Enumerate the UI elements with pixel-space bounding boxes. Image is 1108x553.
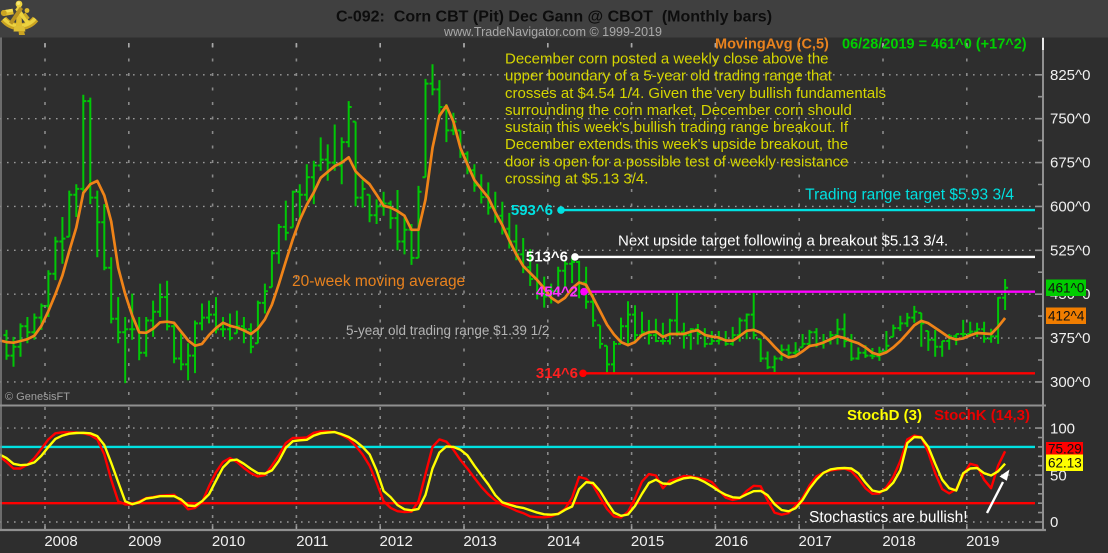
svg-text:Stochastics are bullish!: Stochastics are bullish! (809, 509, 968, 526)
svg-text:2012: 2012 (380, 533, 413, 550)
svg-text:62.13: 62.13 (1048, 456, 1082, 471)
svg-text:314^6: 314^6 (536, 365, 578, 382)
svg-text:crossing at $5.13 3/4.: crossing at $5.13 3/4. (505, 171, 648, 188)
svg-text:2016: 2016 (715, 533, 748, 550)
svg-text:2013: 2013 (463, 533, 496, 550)
svg-text:100: 100 (1050, 420, 1075, 437)
svg-text:C-092: Corn CBT (Pit) Dec Gan: C-092: Corn CBT (Pit) Dec Gann @ CBOT (M… (336, 9, 772, 26)
svg-text:513^6: 513^6 (526, 249, 568, 266)
svg-text:www.TradeNavigator.com © 1999-: www.TradeNavigator.com © 1999-2019 (443, 25, 662, 39)
svg-text:sustain this week's bullish tr: sustain this week's bullish trading rang… (505, 119, 849, 136)
svg-text:675^0: 675^0 (1050, 155, 1090, 172)
svg-text:375^0: 375^0 (1050, 330, 1090, 347)
svg-text:2017: 2017 (799, 533, 832, 550)
svg-text:825^0: 825^0 (1050, 67, 1090, 84)
svg-text:75.29: 75.29 (1048, 442, 1082, 457)
svg-text:2008: 2008 (44, 533, 77, 550)
svg-text:2014: 2014 (547, 533, 580, 550)
svg-text:2015: 2015 (631, 533, 664, 550)
svg-text:593^6: 593^6 (511, 202, 553, 219)
svg-text:20-week moving average: 20-week moving average (292, 273, 465, 290)
svg-text:crosses at $4.54 1/4. Given th: crosses at $4.54 1/4. Given the very bul… (505, 85, 886, 102)
svg-text:0: 0 (1050, 514, 1058, 531)
svg-text:06/28/2019 = 461^0 (+17^2): 06/28/2019 = 461^0 (+17^2) (842, 37, 1027, 53)
svg-text:Next upside target following a: Next upside target following a breakout … (618, 233, 948, 250)
svg-text:door is open for a possible te: door is open for a possible test of week… (505, 153, 849, 170)
svg-text:StochD (3): StochD (3) (847, 407, 922, 424)
svg-text:750^0: 750^0 (1050, 111, 1090, 128)
svg-text:50: 50 (1050, 467, 1067, 484)
svg-text:2011: 2011 (296, 533, 328, 550)
svg-text:2009: 2009 (128, 533, 161, 550)
svg-text:December corn posted a weekly: December corn posted a weekly close abov… (505, 51, 829, 68)
svg-text:StochK (14,3): StochK (14,3) (934, 407, 1030, 424)
svg-text:upper boundary of a 5-year old: upper boundary of a 5-year old trading r… (505, 68, 833, 85)
svg-text:525^0: 525^0 (1050, 242, 1090, 259)
svg-text:Trading range target $5.93 3/4: Trading range target $5.93 3/4 (805, 187, 1014, 204)
svg-text:© GenesisFT: © GenesisFT (5, 391, 70, 403)
svg-text:5-year old trading range $1.39: 5-year old trading range $1.39 1/2 (346, 323, 549, 338)
svg-text:December extends this week's u: December extends this week's upside brea… (505, 136, 848, 153)
svg-text:surrounding the corn market, D: surrounding the corn market, December co… (505, 102, 852, 119)
svg-text:MovingAvg (C,5): MovingAvg (C,5) (715, 37, 829, 53)
svg-text:2010: 2010 (212, 533, 245, 550)
svg-text:412^4: 412^4 (1048, 309, 1085, 324)
svg-text:461^0: 461^0 (1048, 281, 1084, 296)
svg-text:2019: 2019 (966, 533, 999, 550)
svg-text:2018: 2018 (882, 533, 915, 550)
svg-text:600^0: 600^0 (1050, 198, 1090, 215)
svg-text:300^0: 300^0 (1050, 374, 1090, 391)
svg-text:454^2: 454^2 (536, 284, 578, 301)
